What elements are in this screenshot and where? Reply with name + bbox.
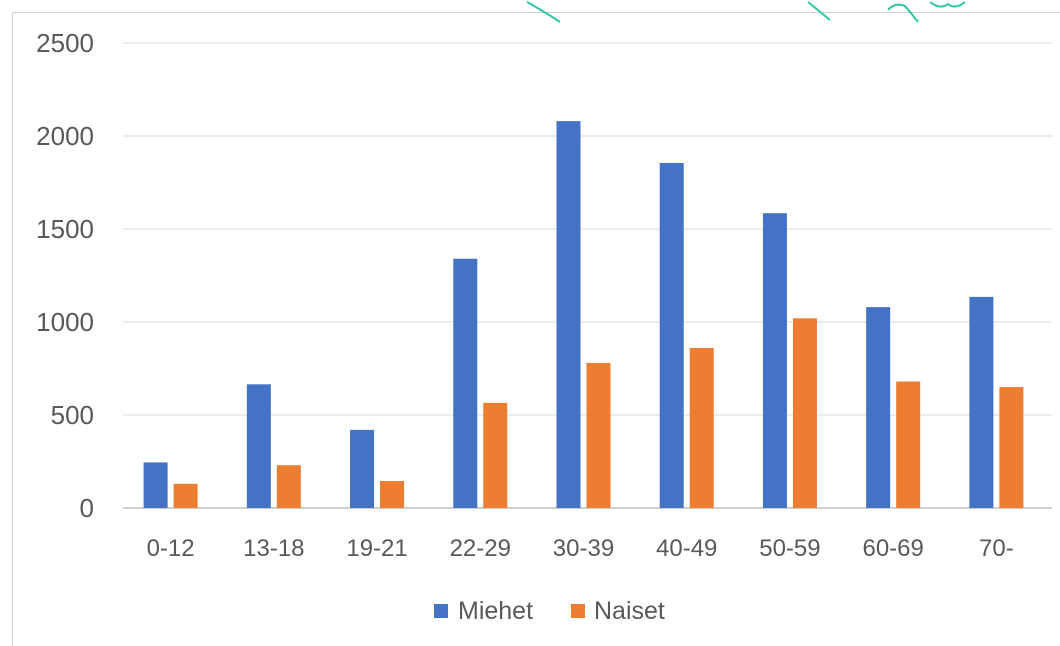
frame-border-top xyxy=(12,12,1060,13)
bar-miehet-13-18 xyxy=(246,384,271,508)
x-tick-label: 70- xyxy=(979,535,1014,562)
bar-miehet-40-49 xyxy=(659,162,684,508)
bar-naiset-60-69 xyxy=(896,381,921,508)
bar-miehet-22-29 xyxy=(453,258,478,508)
bar-miehet-0-12 xyxy=(143,462,168,508)
x-tick-label: 22-29 xyxy=(450,535,511,562)
legend-label-miehet: Miehet xyxy=(458,597,533,625)
y-axis-ticks: 0 500 1000 1500 2000 2500 xyxy=(36,28,94,523)
legend-swatch-miehet xyxy=(434,604,448,618)
bar-naiset-13-18 xyxy=(276,465,301,508)
frame-border-left xyxy=(12,12,13,646)
legend: Miehet Naiset xyxy=(434,597,665,625)
bar-naiset-0-12 xyxy=(173,483,198,508)
bar-naiset-30-39 xyxy=(586,362,611,508)
bar-naiset-40-49 xyxy=(689,348,714,508)
y-tick-label: 1000 xyxy=(36,307,94,337)
bars xyxy=(143,121,1024,509)
y-tick-label: 0 xyxy=(80,493,94,523)
legend-label-naiset: Naiset xyxy=(594,597,665,625)
x-tick-label: 0-12 xyxy=(147,535,195,562)
bar-miehet-19-21 xyxy=(350,429,375,508)
bar-miehet-70- xyxy=(969,296,994,508)
y-tick-label: 2000 xyxy=(36,121,94,151)
bar-miehet-30-39 xyxy=(556,121,581,509)
legend-swatch-naiset xyxy=(571,604,585,618)
bar-naiset-19-21 xyxy=(380,481,405,508)
decorative-curves xyxy=(526,1,966,23)
bar-naiset-50-59 xyxy=(792,318,817,508)
bar-naiset-22-29 xyxy=(483,402,508,508)
x-tick-label: 19-21 xyxy=(346,535,407,562)
x-axis-ticks: 0-12 13-18 19-21 22-29 30-39 40-49 50-59 60-69 7… xyxy=(147,535,1014,562)
x-tick-label: 60-69 xyxy=(862,535,923,562)
x-tick-label: 30-39 xyxy=(553,535,614,562)
x-tick-label: 13-18 xyxy=(243,535,304,562)
bar-miehet-50-59 xyxy=(762,213,787,508)
y-tick-label: 2500 xyxy=(36,28,94,58)
bar-miehet-60-69 xyxy=(866,307,891,508)
y-tick-label: 1500 xyxy=(36,214,94,244)
y-tick-label: 500 xyxy=(51,400,94,430)
x-tick-label: 50-59 xyxy=(759,535,820,562)
x-tick-label: 40-49 xyxy=(656,535,717,562)
bar-naiset-70- xyxy=(999,387,1024,508)
